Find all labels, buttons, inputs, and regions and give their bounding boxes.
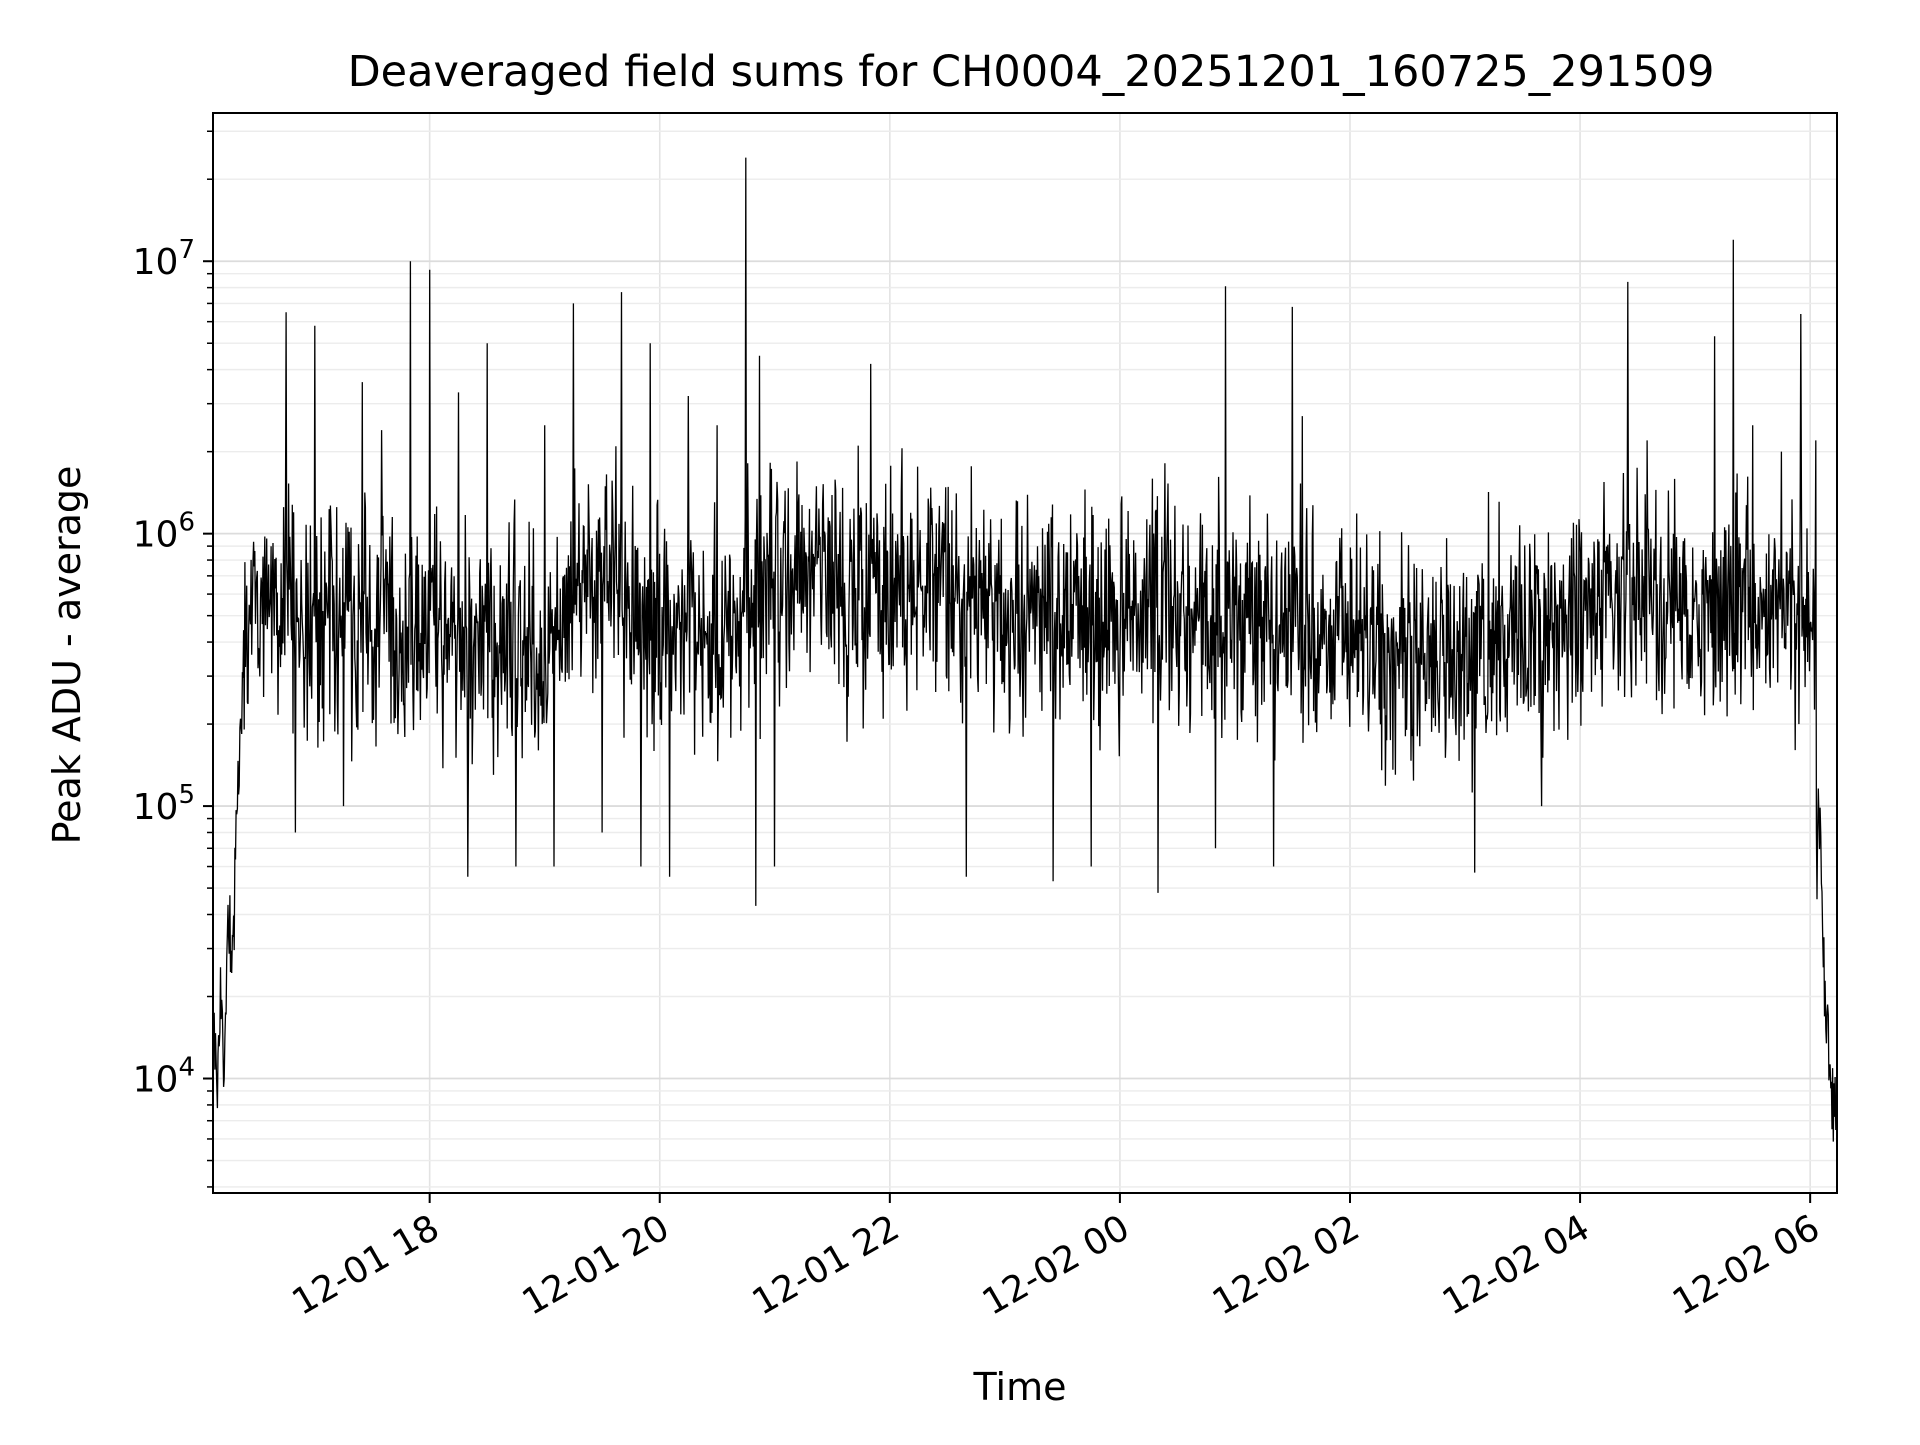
- y-tick-label: 106: [133, 508, 195, 556]
- chart-title: Deaveraged field sums for CH0004_2025120…: [348, 47, 1715, 97]
- y-tick-label: 105: [133, 780, 195, 828]
- plot-frame: [212, 112, 1838, 1194]
- y-tick-label: 107: [133, 235, 195, 283]
- y-tick-label: 104: [133, 1053, 195, 1101]
- series-layer: [213, 157, 1837, 1142]
- x-axis-label: Time: [973, 1365, 1067, 1409]
- y-axis-label: Peak ADU - average: [45, 466, 89, 845]
- series-line: [213, 157, 1837, 1142]
